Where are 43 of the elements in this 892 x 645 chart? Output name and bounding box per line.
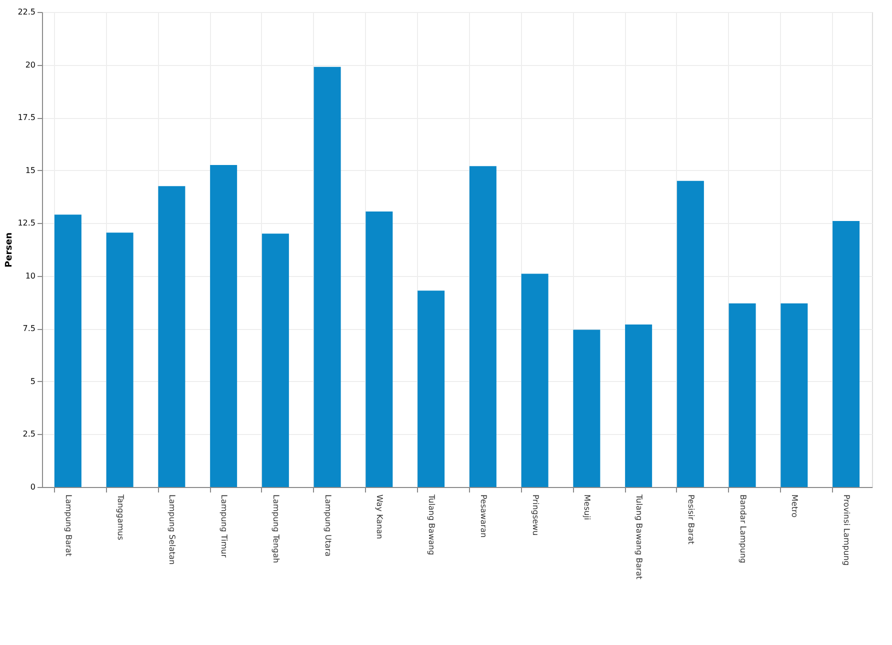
y-tick-label: 10 bbox=[25, 271, 36, 280]
x-tick-label: Lampung Tengah bbox=[271, 494, 280, 564]
bar bbox=[469, 166, 496, 487]
bar bbox=[418, 290, 445, 487]
y-tick-label: 12.5 bbox=[18, 218, 36, 228]
x-tick-label: Lampung Barat bbox=[64, 494, 73, 556]
x-tick-label: Mesuji bbox=[582, 494, 592, 520]
bar bbox=[832, 221, 860, 487]
x-tick-label: Pesisir Barat bbox=[686, 494, 696, 544]
x-tick-label: Lampung Timur bbox=[220, 494, 229, 558]
y-tick-label: 22.5 bbox=[18, 8, 36, 16]
bar bbox=[106, 232, 134, 487]
x-tick-label: Provinsi Lampung bbox=[842, 494, 852, 566]
bar bbox=[366, 212, 393, 487]
bar bbox=[158, 186, 186, 487]
x-tick-label: Metro bbox=[790, 494, 800, 518]
bar bbox=[314, 66, 341, 487]
y-tick-label: 7.5 bbox=[22, 324, 36, 334]
x-tick-label: Pesawaran bbox=[478, 494, 488, 538]
x-tick-label: Way Kanan bbox=[375, 494, 384, 540]
y-tick-label: 0 bbox=[30, 482, 36, 492]
y-tick-label: 20 bbox=[25, 60, 36, 70]
x-tick-label: Tulang Bawang Barat bbox=[634, 494, 644, 580]
bar bbox=[262, 234, 289, 487]
bar bbox=[210, 165, 238, 487]
y-tick-label: 15 bbox=[25, 166, 36, 175]
x-tick-label: Tulang Bawang bbox=[427, 494, 436, 556]
x-tick-label: Pringsewu bbox=[530, 494, 540, 536]
y-tick-label: 5 bbox=[30, 376, 36, 386]
y-tick-label: 17.5 bbox=[18, 113, 36, 122]
x-tick-label: Lampung Selatan bbox=[168, 494, 177, 565]
bar bbox=[625, 324, 652, 487]
x-tick-label: Lampung Utara bbox=[323, 494, 332, 557]
bar bbox=[54, 214, 82, 487]
x-tick-label: Bandar Lampung bbox=[738, 494, 748, 564]
y-axis-title: Persen bbox=[4, 232, 15, 268]
bar bbox=[676, 180, 704, 487]
bar bbox=[728, 303, 756, 487]
bar bbox=[521, 274, 548, 487]
bar bbox=[573, 330, 600, 487]
x-tick-label: Tanggamus bbox=[116, 494, 125, 540]
bar bbox=[780, 303, 808, 487]
y-tick-label: 2.5 bbox=[22, 430, 36, 439]
